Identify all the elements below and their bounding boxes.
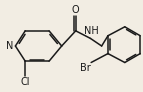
Text: N: N	[6, 41, 13, 51]
Text: Cl: Cl	[20, 77, 30, 87]
Text: Br: Br	[80, 63, 90, 73]
Text: O: O	[72, 5, 80, 15]
Text: NH: NH	[84, 26, 99, 36]
